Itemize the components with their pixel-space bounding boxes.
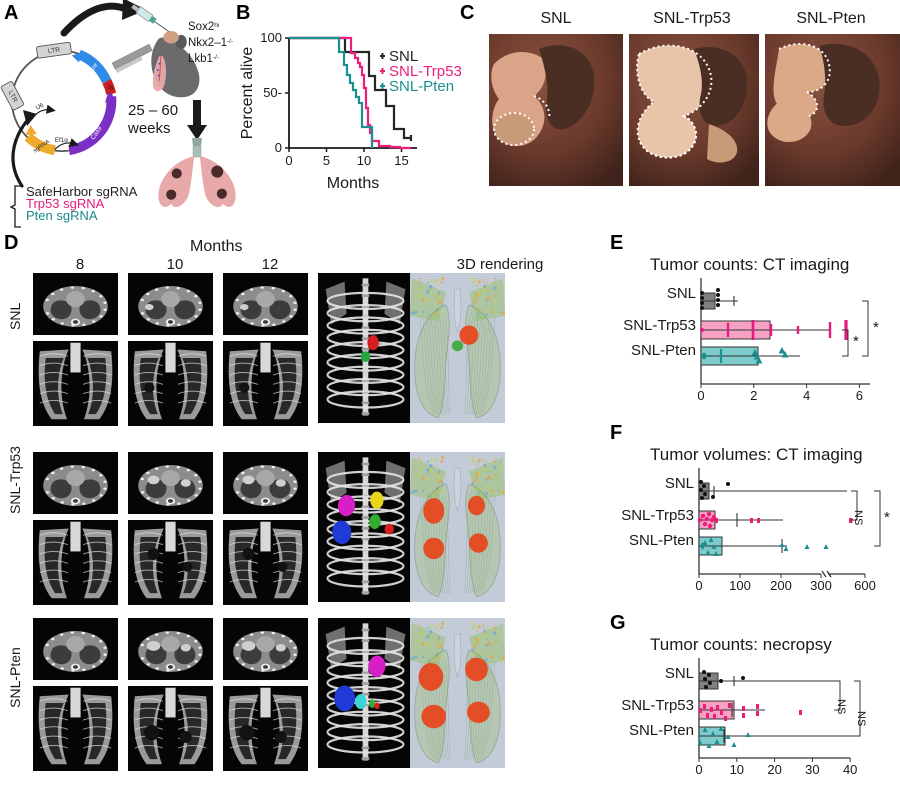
- svg-text:*: *: [873, 319, 879, 336]
- svg-text:5: 5: [323, 153, 330, 168]
- svg-text:10: 10: [730, 762, 744, 777]
- svg-text:300: 300: [810, 578, 832, 593]
- svg-text:*: *: [853, 333, 859, 350]
- svg-text:100: 100: [729, 578, 751, 593]
- svg-text:NS: NS: [835, 699, 847, 714]
- svg-text:NS: NS: [852, 510, 864, 525]
- svg-text:*: *: [884, 509, 890, 526]
- svg-text:0: 0: [695, 578, 702, 593]
- svg-text:2: 2: [750, 388, 757, 403]
- svg-text:SNL-Pten: SNL-Pten: [389, 78, 454, 95]
- svg-text:4: 4: [803, 388, 810, 403]
- svg-text:SNL-Trp53: SNL-Trp53: [623, 317, 696, 334]
- svg-text:Months: Months: [327, 175, 379, 192]
- svg-text:0: 0: [697, 388, 704, 403]
- svg-text:SNL: SNL: [665, 665, 694, 682]
- svg-text:Ef1α: Ef1α: [55, 137, 68, 144]
- svg-text:30: 30: [805, 762, 819, 777]
- svg-text:Pten sgRNA: Pten sgRNA: [26, 208, 98, 223]
- svg-text:25 – 60: 25 – 60: [128, 102, 178, 119]
- svg-text:Nkx2–1-/-: Nkx2–1-/-: [188, 37, 233, 49]
- svg-text:NS: NS: [855, 711, 867, 726]
- svg-text:Tumor volumes: CT imaging: Tumor volumes: CT imaging: [650, 445, 863, 464]
- svg-text:Percent alive: Percent alive: [239, 47, 256, 140]
- svg-text:SNL: SNL: [667, 285, 696, 302]
- svg-text:SNL-Pten: SNL-Pten: [631, 342, 696, 359]
- svg-text:SNL-Trp53: SNL-Trp53: [621, 507, 694, 524]
- svg-text:200: 200: [770, 578, 792, 593]
- svg-text:0: 0: [285, 153, 292, 168]
- svg-text:100: 100: [260, 30, 282, 45]
- svg-text:20: 20: [767, 762, 781, 777]
- svg-text:0: 0: [695, 762, 702, 777]
- svg-text:40: 40: [843, 762, 857, 777]
- svg-text:Tumor counts: CT imaging: Tumor counts: CT imaging: [650, 255, 849, 274]
- svg-text:15: 15: [394, 153, 408, 168]
- svg-text:6: 6: [856, 388, 863, 403]
- svg-text:weeks: weeks: [127, 120, 171, 137]
- svg-text:0: 0: [275, 140, 282, 155]
- svg-text:Lkb1-/-: Lkb1-/-: [188, 53, 219, 65]
- svg-text:SNL-Pten: SNL-Pten: [629, 722, 694, 739]
- svg-text:10: 10: [357, 153, 371, 168]
- svg-text:Tumor counts: necropsy: Tumor counts: necropsy: [650, 635, 832, 654]
- svg-text:SNL: SNL: [665, 475, 694, 492]
- svg-text:SNL-Pten: SNL-Pten: [629, 532, 694, 549]
- svg-text:600: 600: [854, 578, 876, 593]
- svg-text:Sox2hi: Sox2hi: [188, 21, 219, 33]
- svg-text:SNL-Trp53: SNL-Trp53: [621, 697, 694, 714]
- svg-text:50-: 50-: [263, 85, 282, 100]
